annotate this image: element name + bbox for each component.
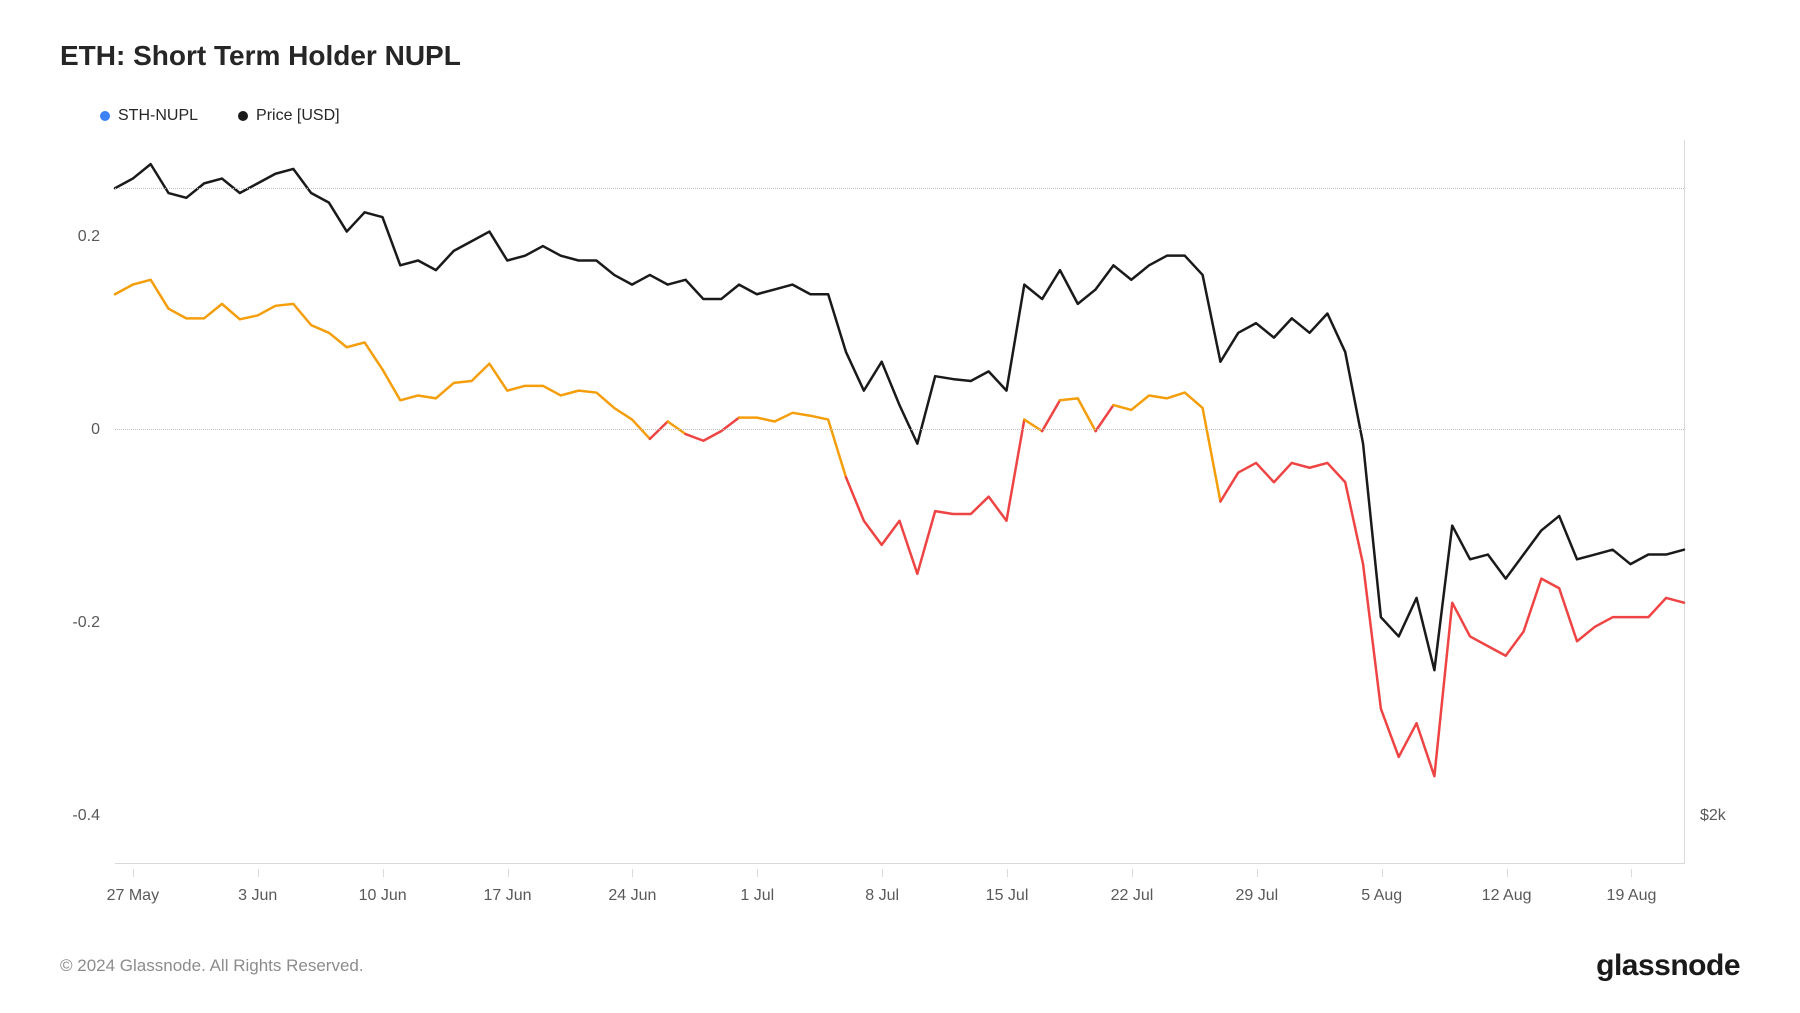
x-tick-mark xyxy=(1631,869,1632,877)
line-nupl-negative xyxy=(846,420,1024,574)
y-tick-left: 0 xyxy=(91,421,100,439)
x-tick-mark xyxy=(757,869,758,877)
chart-area: -0.4 -0.2 0 0.2 $2k 27 May 3 Jun 10 Jun 17 Jun… xyxy=(50,140,1750,924)
x-tick-label: 15 Jul xyxy=(986,887,1029,905)
legend-dot-price xyxy=(238,111,248,121)
legend-dot-nupl xyxy=(100,111,110,121)
x-tick-label: 3 Jun xyxy=(238,887,277,905)
x-tick-label: 27 May xyxy=(107,887,159,905)
chart-container: ETH: Short Term Holder NUPL STH-NUPL Pri… xyxy=(0,0,1800,1013)
line-svg xyxy=(115,140,1684,863)
plot-region xyxy=(115,140,1685,864)
y-tick-right: $2k xyxy=(1700,807,1726,825)
line-nupl-negative xyxy=(1042,400,1060,431)
brand-logo: glassnode xyxy=(1596,949,1740,983)
line-nupl-positive xyxy=(1113,393,1220,502)
x-tick-mark xyxy=(882,869,883,877)
x-tick-mark xyxy=(632,869,633,877)
legend-item-nupl: STH-NUPL xyxy=(100,107,198,125)
chart-title: ETH: Short Term Holder NUPL xyxy=(60,40,1750,72)
y-tick-left: -0.4 xyxy=(72,807,100,825)
legend-item-price: Price [USD] xyxy=(238,107,340,125)
x-tick-label: 19 Aug xyxy=(1607,887,1657,905)
line-nupl-positive xyxy=(1060,398,1096,431)
x-tick-label: 5 Aug xyxy=(1361,887,1402,905)
line-nupl-positive xyxy=(739,413,846,478)
legend: STH-NUPL Price [USD] xyxy=(100,107,1750,125)
x-tick-label: 8 Jul xyxy=(865,887,899,905)
grid-line xyxy=(115,188,1684,189)
y-tick-left: -0.2 xyxy=(72,614,100,632)
y-axis-left: -0.4 -0.2 0 0.2 xyxy=(50,140,110,864)
line-nupl-positive xyxy=(668,421,686,434)
footer: © 2024 Glassnode. All Rights Reserved. g… xyxy=(50,949,1750,983)
x-tick-mark xyxy=(508,869,509,877)
x-tick-label: 24 Jun xyxy=(608,887,656,905)
x-tick-label: 22 Jul xyxy=(1111,887,1154,905)
line-price xyxy=(115,164,1684,670)
line-nupl-positive xyxy=(115,280,650,439)
copyright-text: © 2024 Glassnode. All Rights Reserved. xyxy=(60,956,364,976)
x-tick-mark xyxy=(1257,869,1258,877)
y-axis-right: $2k xyxy=(1690,140,1750,864)
grid-line xyxy=(115,429,1684,430)
x-tick-mark xyxy=(258,869,259,877)
x-tick-mark xyxy=(1507,869,1508,877)
legend-label-price: Price [USD] xyxy=(256,107,340,125)
x-tick-label: 12 Aug xyxy=(1482,887,1532,905)
x-tick-mark xyxy=(1382,869,1383,877)
x-tick-label: 10 Jun xyxy=(359,887,407,905)
y-tick-left: 0.2 xyxy=(78,228,100,246)
line-nupl-negative xyxy=(1096,405,1114,431)
line-nupl-negative xyxy=(1220,463,1684,776)
x-tick-label: 29 Jul xyxy=(1235,887,1278,905)
legend-label-nupl: STH-NUPL xyxy=(118,107,198,125)
x-tick-mark xyxy=(383,869,384,877)
x-tick-mark xyxy=(1007,869,1008,877)
x-tick-label: 17 Jun xyxy=(483,887,531,905)
x-tick-mark xyxy=(133,869,134,877)
x-axis: 27 May3 Jun10 Jun17 Jun24 Jun1 Jul8 Jul1… xyxy=(115,869,1685,924)
x-tick-mark xyxy=(1132,869,1133,877)
x-tick-label: 1 Jul xyxy=(740,887,774,905)
